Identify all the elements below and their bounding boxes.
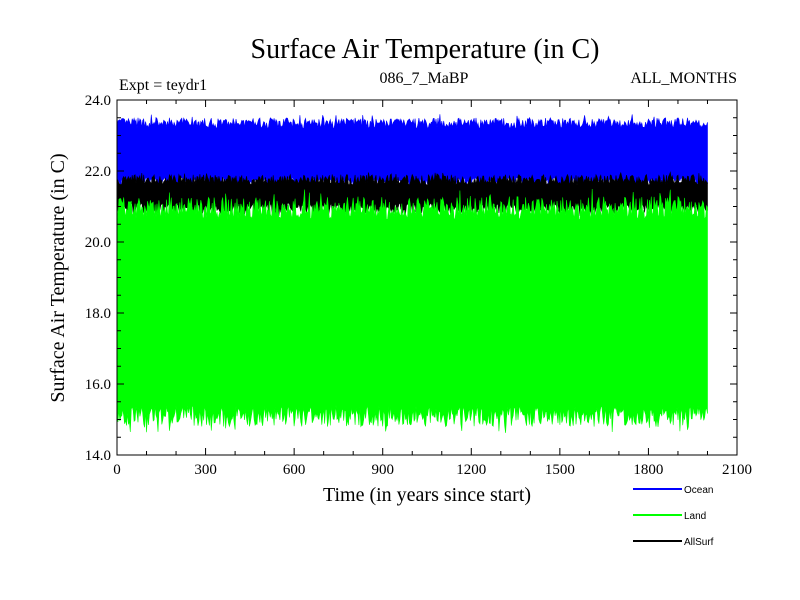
data-bands (116, 114, 708, 433)
y-tick-label: 14.0 (85, 448, 111, 464)
x-tick-label: 600 (283, 462, 306, 478)
subtitle-right: ALL_MONTHS (630, 70, 737, 87)
y-tick-label: 20.0 (85, 235, 111, 251)
y-tick-label: 18.0 (85, 306, 111, 322)
x-tick-label: 0 (113, 462, 121, 478)
x-tick-label: 900 (371, 462, 394, 478)
legend-label-land: Land (684, 511, 706, 522)
y-tick-label: 24.0 (85, 93, 111, 109)
x-axis-label: Time (in years since start) (323, 484, 531, 506)
x-tick-label: 1200 (456, 462, 486, 478)
legend: Ocean Land AllSurf (633, 485, 714, 548)
x-tick-label: 300 (194, 462, 217, 478)
axis-ticks: 0 300 600 900 1200 1500 1800 2100 14.0 16.0 18.0 20… (85, 93, 752, 478)
subtitle-center: 086_7_MaBP (380, 70, 469, 87)
chart-title: Surface Air Temperature (in C) (251, 34, 600, 65)
y-tick-label: 22.0 (85, 164, 111, 180)
x-tick-label: 2100 (722, 462, 752, 478)
experiment-label: Expt = teydr1 (119, 77, 207, 94)
x-tick-label: 1500 (545, 462, 575, 478)
y-axis-label: Surface Air Temperature (in C) (47, 153, 69, 402)
legend-label-ocean: Ocean (684, 485, 713, 496)
legend-label-allsurf: AllSurf (684, 537, 714, 548)
y-tick-label: 16.0 (85, 377, 111, 393)
x-tick-label: 1800 (633, 462, 663, 478)
series-band-land (116, 188, 708, 433)
